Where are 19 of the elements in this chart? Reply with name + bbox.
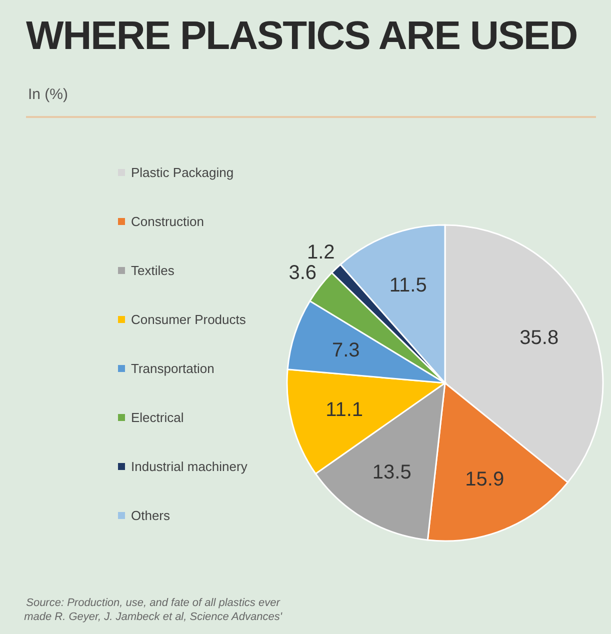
legend-label: Textiles xyxy=(131,263,174,278)
chart-subtitle: In (%) xyxy=(28,86,68,103)
data-label: 11.5 xyxy=(389,274,427,296)
legend-label: Plastic Packaging xyxy=(131,165,234,180)
data-label: 3.6 xyxy=(288,262,317,284)
data-label: 13.5 xyxy=(372,462,412,484)
source-note: Source: Production, use, and fate of all plastics ever made R. Geyer, J. Jambeck et al, Science Advances' xyxy=(23,596,284,624)
data-label: 35.8 xyxy=(520,327,559,350)
legend-label: Consumer Products xyxy=(131,312,246,327)
data-label: 1.2 xyxy=(306,242,335,264)
legend-label: Electrical xyxy=(131,410,184,425)
legend-label: Industrial machinery xyxy=(131,459,248,474)
legend-label: Others xyxy=(131,508,170,523)
data-label: 15.9 xyxy=(465,468,504,490)
chart-title: WHERE PLASTICS ARE USED xyxy=(26,14,578,59)
data-label: 11.1 xyxy=(326,399,364,422)
data-label: 7.3 xyxy=(332,340,360,362)
legend-label: Construction xyxy=(131,214,204,229)
legend-label: Transportation xyxy=(131,361,214,376)
